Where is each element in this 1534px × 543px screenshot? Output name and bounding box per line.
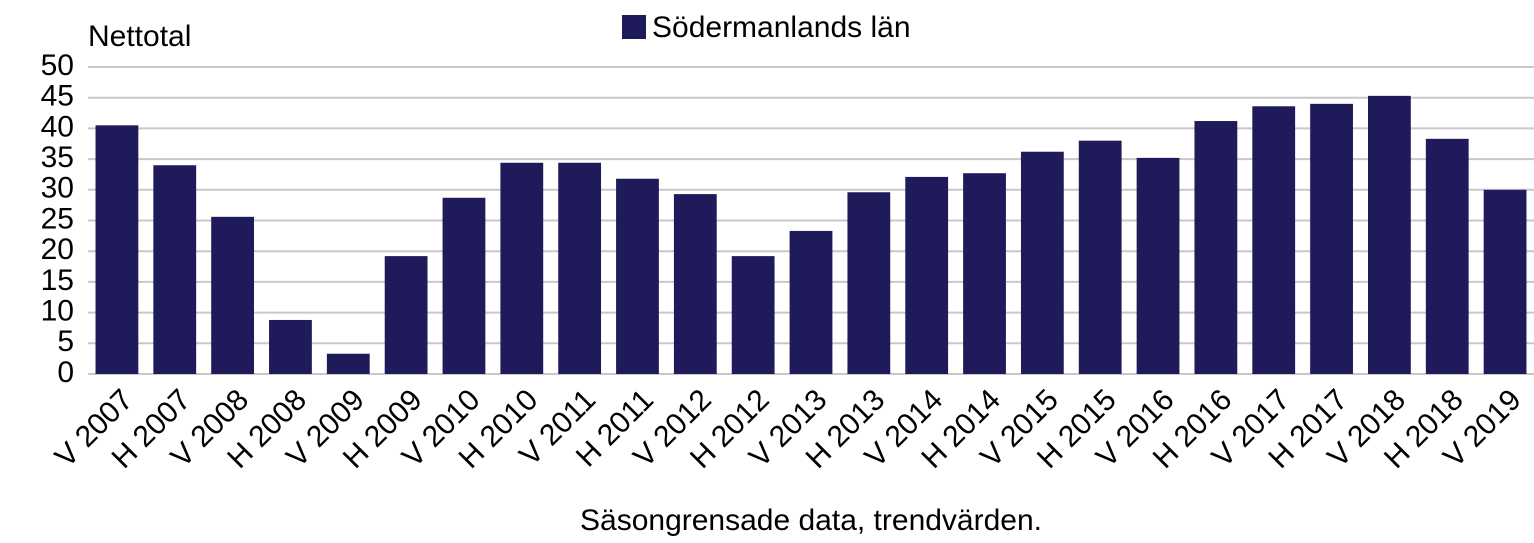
bar: [673, 194, 717, 374]
bar: [1483, 189, 1527, 374]
bar: [616, 178, 659, 374]
y-tick-label: 50: [41, 49, 74, 82]
y-tick-label: 40: [41, 110, 74, 143]
bar: [558, 162, 602, 374]
bar: [1020, 151, 1064, 374]
bar: [1194, 121, 1238, 374]
bar: [1078, 140, 1122, 374]
bar: [1252, 106, 1296, 375]
y-axis-label: Nettotal: [88, 20, 191, 53]
bar: [1310, 103, 1353, 374]
bar: [963, 173, 1006, 374]
bar: [1425, 138, 1469, 374]
bar: [731, 256, 775, 374]
y-tick-label: 10: [41, 295, 74, 328]
bar: [1367, 95, 1411, 374]
y-tick-label: 35: [41, 141, 74, 174]
bar: [500, 162, 544, 374]
bar: [153, 165, 197, 374]
y-tick-label: 20: [41, 233, 74, 266]
y-tick-label: 45: [41, 80, 74, 113]
legend-label: Södermanlands län: [652, 11, 911, 44]
y-tick-label: 30: [41, 172, 74, 205]
y-tick-label: 15: [41, 264, 74, 297]
bar: [211, 216, 255, 374]
bar: [269, 319, 312, 374]
bar: [789, 230, 833, 374]
y-tick-label: 25: [41, 202, 74, 235]
bar: [384, 256, 428, 374]
bar: [442, 197, 486, 374]
bar: [905, 176, 949, 374]
bar: [95, 125, 139, 374]
x-axis-label: Säsongrensade data, trendvärden.: [580, 504, 1042, 537]
y-tick-label: 0: [57, 356, 74, 389]
bar: [1136, 157, 1180, 374]
bar: [326, 353, 370, 374]
y-tick-label: 5: [57, 325, 74, 358]
bar: [847, 192, 891, 374]
legend-swatch: [622, 15, 646, 39]
